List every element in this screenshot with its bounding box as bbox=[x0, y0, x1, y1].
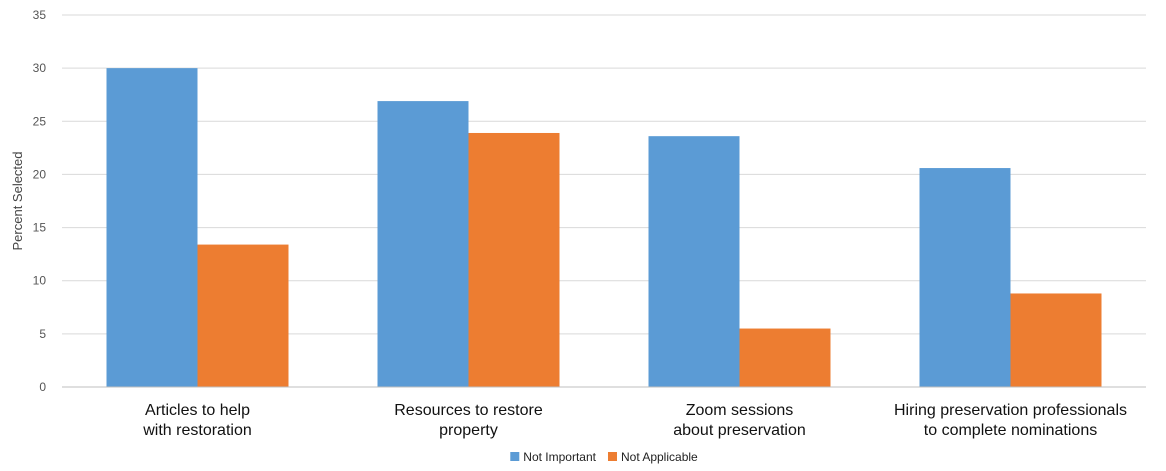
bar-not-important bbox=[106, 68, 198, 388]
y-tick-label: 25 bbox=[33, 114, 47, 128]
y-axis-title: Percent Selected bbox=[10, 151, 25, 250]
bar-not-important bbox=[377, 101, 469, 387]
category-label-line: with restoration bbox=[142, 422, 252, 439]
category-labels: Articles to help with restoration Resource… bbox=[142, 402, 1127, 439]
category-label-line: property bbox=[439, 422, 498, 439]
y-tick-label: 35 bbox=[33, 8, 47, 22]
y-tick-label: 10 bbox=[33, 274, 47, 288]
bar-not-applicable bbox=[1010, 293, 1102, 387]
y-tick-label: 0 bbox=[39, 380, 46, 394]
legend-swatch bbox=[607, 452, 617, 461]
y-axis-ticks: 0 5 10 15 20 25 30 35 bbox=[33, 8, 47, 394]
y-tick-label: 5 bbox=[39, 327, 46, 341]
category-label: Zoom sessions about preservation bbox=[673, 402, 806, 439]
category-label-line: to complete nominations bbox=[924, 422, 1097, 439]
category-label-line: Resources to restore bbox=[394, 402, 543, 419]
y-tick-label: 30 bbox=[33, 61, 47, 75]
bar-not-applicable bbox=[197, 244, 289, 387]
legend-label: Not Important bbox=[523, 450, 596, 464]
category-label: Articles to help with restoration bbox=[142, 402, 252, 439]
category-label-line: Zoom sessions bbox=[686, 402, 794, 419]
category-label-line: Articles to help bbox=[145, 402, 250, 419]
category-label: Resources to restore property bbox=[394, 402, 543, 439]
category-label-line: Hiring preservation professionals bbox=[894, 402, 1127, 419]
legend: Not Important Not Applicable bbox=[510, 450, 698, 464]
y-tick-label: 20 bbox=[33, 167, 47, 181]
legend-label: Not Applicable bbox=[621, 450, 698, 464]
bar-not-applicable bbox=[739, 328, 831, 387]
bar-not-important bbox=[648, 136, 740, 387]
bar-not-applicable bbox=[468, 132, 560, 387]
legend-swatch bbox=[510, 452, 520, 461]
category-label-line: about preservation bbox=[673, 422, 806, 439]
bars bbox=[106, 68, 1102, 388]
category-label: Hiring preservation professionals to comp… bbox=[894, 402, 1127, 439]
y-tick-label: 15 bbox=[33, 221, 47, 235]
bar-not-important bbox=[919, 168, 1011, 387]
